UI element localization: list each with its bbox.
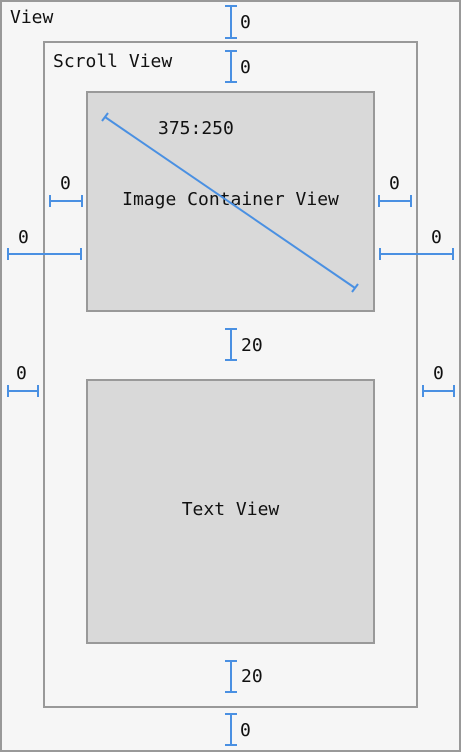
view-label: View xyxy=(10,7,54,28)
constraint-text-bottom-spacing-value: 20 xyxy=(241,666,263,687)
constraint-image-trailing-outer-value: 0 xyxy=(431,227,442,248)
text-view-label-wrap: Text View xyxy=(86,499,375,521)
constraint-image-text-spacing-value: 20 xyxy=(241,335,263,356)
image-container-label-wrap: Image Container View xyxy=(86,189,375,211)
constraint-view-bottom-value: 0 xyxy=(240,720,251,741)
text-view-label: Text View xyxy=(181,499,280,520)
constraint-image-leading-outer-value: 0 xyxy=(18,227,29,248)
image-container-label: Image Container View xyxy=(122,189,339,210)
scroll-view-label: Scroll View xyxy=(53,51,173,72)
constraint-scroll-trailing-value: 0 xyxy=(433,363,444,384)
constraint-image-trailing-inner-value: 0 xyxy=(389,173,400,194)
constraint-image-leading-inner-value: 0 xyxy=(60,173,71,194)
constraint-view-top-value: 0 xyxy=(240,12,251,33)
constraint-scroll-leading-value: 0 xyxy=(16,363,27,384)
text-view xyxy=(86,379,375,644)
constraint-scroll-top-value: 0 xyxy=(240,57,251,78)
aspect-ratio-label: 375:250 xyxy=(158,118,234,139)
